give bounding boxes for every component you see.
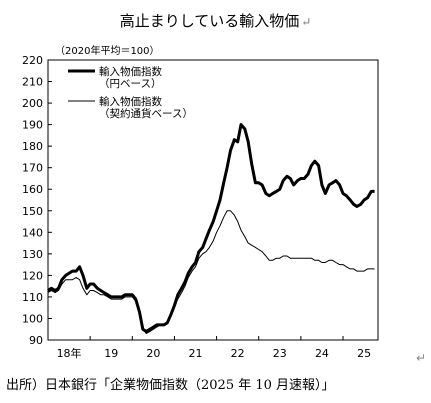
legend: 輸入物価指数（円ベース）輸入物価指数（契約通貨ベース） [68, 65, 193, 120]
series-line-1 [47, 123, 375, 333]
paragraph-mark: ↵ [416, 351, 427, 365]
x-tick-label: 22 [231, 347, 245, 360]
legend-label-1: 輸入物価指数 [99, 65, 162, 78]
x-tick-label: 23 [273, 347, 287, 360]
y-tick-label: 200 [22, 97, 43, 110]
x-tick-label: 25 [357, 347, 371, 360]
y-tick-label: 120 [22, 269, 43, 282]
series-lines [47, 123, 375, 334]
y-axis: 90 100 110 120 130 140 150 160 170 180 190 200 210 22… [22, 54, 52, 347]
y-tick-label: 100 [22, 312, 43, 325]
x-tick-label: 20 [146, 347, 160, 360]
paragraph-mark: ↵ [301, 15, 312, 29]
x-tick-label: 18年 [57, 346, 82, 360]
x-tick-label: 21 [189, 347, 203, 360]
y-tick-label: 190 [22, 119, 43, 132]
y-tick-label: 130 [22, 248, 43, 261]
y-tick-label: 180 [22, 140, 43, 153]
y-tick-label: 140 [22, 226, 43, 239]
y-tick-label: 210 [22, 76, 43, 89]
x-axis: 18年 19 20 21 22 23 24 25 [47, 336, 371, 360]
x-tick-label: 24 [315, 347, 329, 360]
legend-label-2: 輸入物価指数 [99, 95, 162, 108]
series-line-2 [47, 210, 375, 334]
plot-frame [47, 59, 379, 341]
y-tick-label: 110 [22, 291, 43, 304]
x-tick-label: 19 [104, 347, 118, 360]
y-tick-label: 160 [22, 183, 43, 196]
unit-label: （2020年平均＝100） [55, 44, 160, 57]
source-note: 出所）日本銀行「企業物価指数（2025 年 10 月速報）」 [6, 378, 335, 393]
y-tick-label: 150 [22, 205, 43, 218]
legend-label-1: （円ベース） [99, 78, 161, 90]
chart-title: 高止まりしている輸入物価 ↵ [0, 10, 431, 31]
legend-label-2: （契約通貨ベース） [99, 107, 193, 120]
chart-title-text: 高止まりしている輸入物価 [119, 12, 300, 30]
y-tick-label: 170 [22, 162, 43, 175]
y-tick-label: 220 [22, 54, 43, 67]
y-tick-label: 90 [29, 334, 43, 347]
